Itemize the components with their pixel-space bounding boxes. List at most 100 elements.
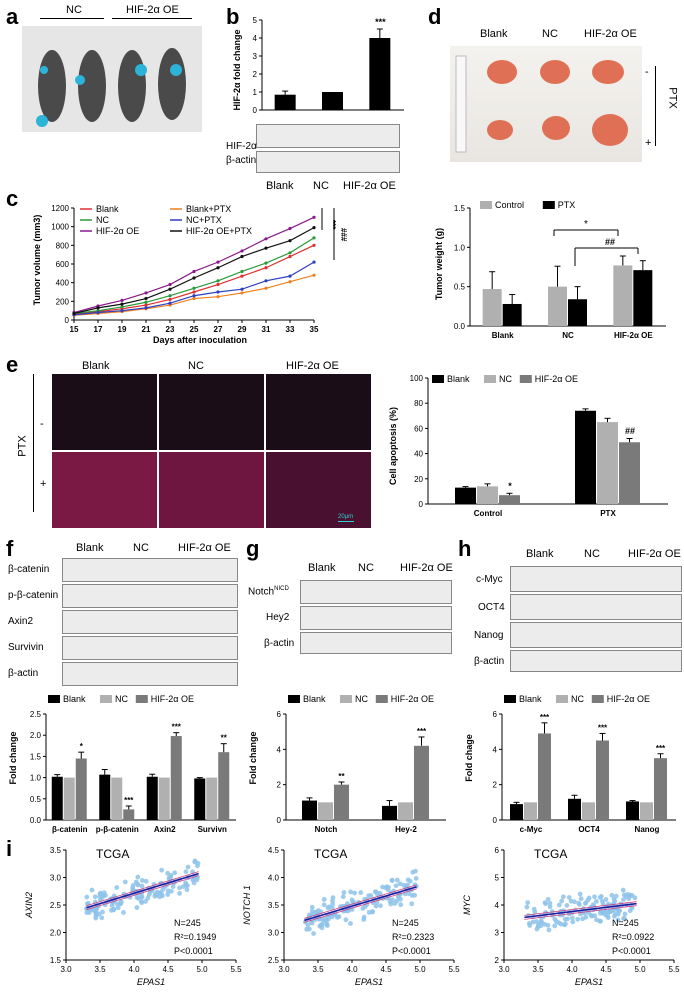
data-point bbox=[330, 895, 336, 900]
bar bbox=[75, 758, 87, 820]
data-point bbox=[120, 302, 124, 306]
data-point bbox=[264, 237, 268, 241]
data-point bbox=[240, 287, 244, 291]
data-point bbox=[264, 286, 268, 290]
bar bbox=[206, 777, 218, 820]
data-point bbox=[412, 882, 418, 888]
bar bbox=[510, 804, 523, 820]
e-ptx-bracket bbox=[33, 374, 34, 512]
data-point bbox=[312, 917, 318, 923]
bar bbox=[369, 38, 391, 110]
data-point bbox=[366, 909, 372, 915]
e-col-blank: Blank bbox=[82, 360, 110, 372]
x-tick-label: 4.0 bbox=[566, 965, 578, 974]
x-tick-label: 31 bbox=[262, 325, 271, 334]
e-ptx-plus: + bbox=[40, 478, 47, 490]
y-tick-label: 3.5 bbox=[50, 846, 62, 855]
blot-label-notch: NotchNICD bbox=[248, 586, 289, 598]
legend-label: HIF-2α OE+PTX bbox=[186, 226, 252, 236]
x-tick-label: 23 bbox=[166, 325, 175, 334]
bar bbox=[398, 802, 413, 820]
fluor-image-nc-plus bbox=[159, 452, 264, 528]
data-point bbox=[135, 874, 141, 880]
data-point bbox=[394, 877, 400, 883]
blot-label-oct4: OCT4 bbox=[478, 602, 505, 613]
data-point bbox=[130, 882, 136, 888]
data-point bbox=[111, 906, 117, 912]
data-point bbox=[552, 923, 558, 929]
panel-letter-g: g bbox=[246, 536, 260, 561]
data-point bbox=[240, 269, 244, 274]
legend-swatch bbox=[432, 375, 444, 383]
bar bbox=[194, 778, 206, 820]
data-point bbox=[192, 294, 196, 298]
chart-g: Fold change 0 2 4 6 ** Notch *** Hey-2 Blank NC HI… bbox=[248, 694, 446, 834]
fluor-image-nc-minus bbox=[159, 374, 264, 450]
bar bbox=[63, 777, 75, 820]
d-col-hif: HIF-2α OE bbox=[584, 28, 637, 40]
bar bbox=[502, 303, 522, 326]
data-point bbox=[168, 888, 174, 894]
significance-mark: *** bbox=[124, 796, 134, 805]
y-tick-label: 5 bbox=[495, 874, 500, 883]
data-point bbox=[216, 279, 220, 283]
data-point bbox=[98, 890, 104, 896]
data-point bbox=[72, 311, 76, 316]
blot-label-b-actin: β-actin bbox=[226, 155, 257, 166]
data-point bbox=[216, 282, 220, 287]
bar bbox=[482, 289, 502, 326]
data-point bbox=[90, 907, 96, 913]
bar bbox=[123, 809, 135, 820]
data-point bbox=[135, 882, 141, 888]
data-point bbox=[546, 927, 552, 933]
g-col-hif: HIF-2α OE bbox=[400, 562, 453, 574]
x-tick-label: 27 bbox=[214, 325, 223, 334]
data-point bbox=[588, 913, 594, 918]
legend-swatch bbox=[375, 695, 388, 703]
legend-label: HIF-2α OE bbox=[535, 374, 578, 384]
f-col-blank: Blank bbox=[76, 542, 104, 554]
y-tick-label: 0.0 bbox=[30, 816, 42, 825]
b-x-blank: Blank bbox=[266, 180, 294, 192]
bar-plot: 0 20 40 60 80 100 Control PTX Blank NC HIF-2α OE * #… bbox=[410, 374, 668, 518]
y-tick-label: 2 bbox=[493, 781, 498, 790]
x-tick-label: 3.0 bbox=[278, 965, 290, 974]
bar bbox=[654, 758, 667, 820]
ptx-bracket bbox=[655, 66, 656, 146]
data-point bbox=[565, 916, 570, 922]
blot-label-hey2: Hey2 bbox=[266, 612, 290, 623]
panel-letter-e: e bbox=[6, 352, 19, 377]
legend-swatch bbox=[135, 695, 148, 703]
data-point bbox=[144, 296, 148, 301]
legend-label: NC bbox=[96, 215, 109, 225]
data-point bbox=[183, 869, 189, 875]
confidence-band bbox=[304, 884, 417, 919]
fluor-image-blank-minus bbox=[52, 374, 157, 450]
panel-letter-d: d bbox=[428, 4, 442, 29]
data-point bbox=[397, 881, 403, 887]
stat-n: N=245 bbox=[392, 918, 419, 928]
confidence-band bbox=[304, 888, 417, 923]
blot-label: β-catenin bbox=[8, 564, 50, 575]
data-point bbox=[603, 912, 609, 918]
y-axis-label: Fold change bbox=[248, 731, 258, 784]
x-tick-label: 3.0 bbox=[498, 965, 510, 974]
x-tick-label: Nanog bbox=[635, 825, 660, 834]
x-tick-label: 4.5 bbox=[162, 965, 174, 974]
panel-letter-c: c bbox=[6, 186, 19, 211]
data-point bbox=[564, 902, 570, 908]
data-point bbox=[572, 899, 577, 905]
confidence-band bbox=[86, 871, 199, 907]
x-tick-label: 5.5 bbox=[230, 965, 242, 974]
y-tick-label: 800 bbox=[56, 241, 70, 250]
blot-band bbox=[62, 662, 238, 686]
data-point bbox=[168, 294, 172, 298]
x-tick-label: 4.5 bbox=[380, 965, 392, 974]
data-point bbox=[89, 887, 95, 893]
y-tick-label: 3 bbox=[495, 929, 500, 938]
data-point bbox=[617, 908, 623, 914]
bar bbox=[538, 733, 551, 820]
b-x-nc: NC bbox=[313, 180, 329, 192]
d-ptx-plus: + bbox=[645, 137, 652, 149]
e-col-hif: HIF-2α OE bbox=[286, 360, 339, 372]
